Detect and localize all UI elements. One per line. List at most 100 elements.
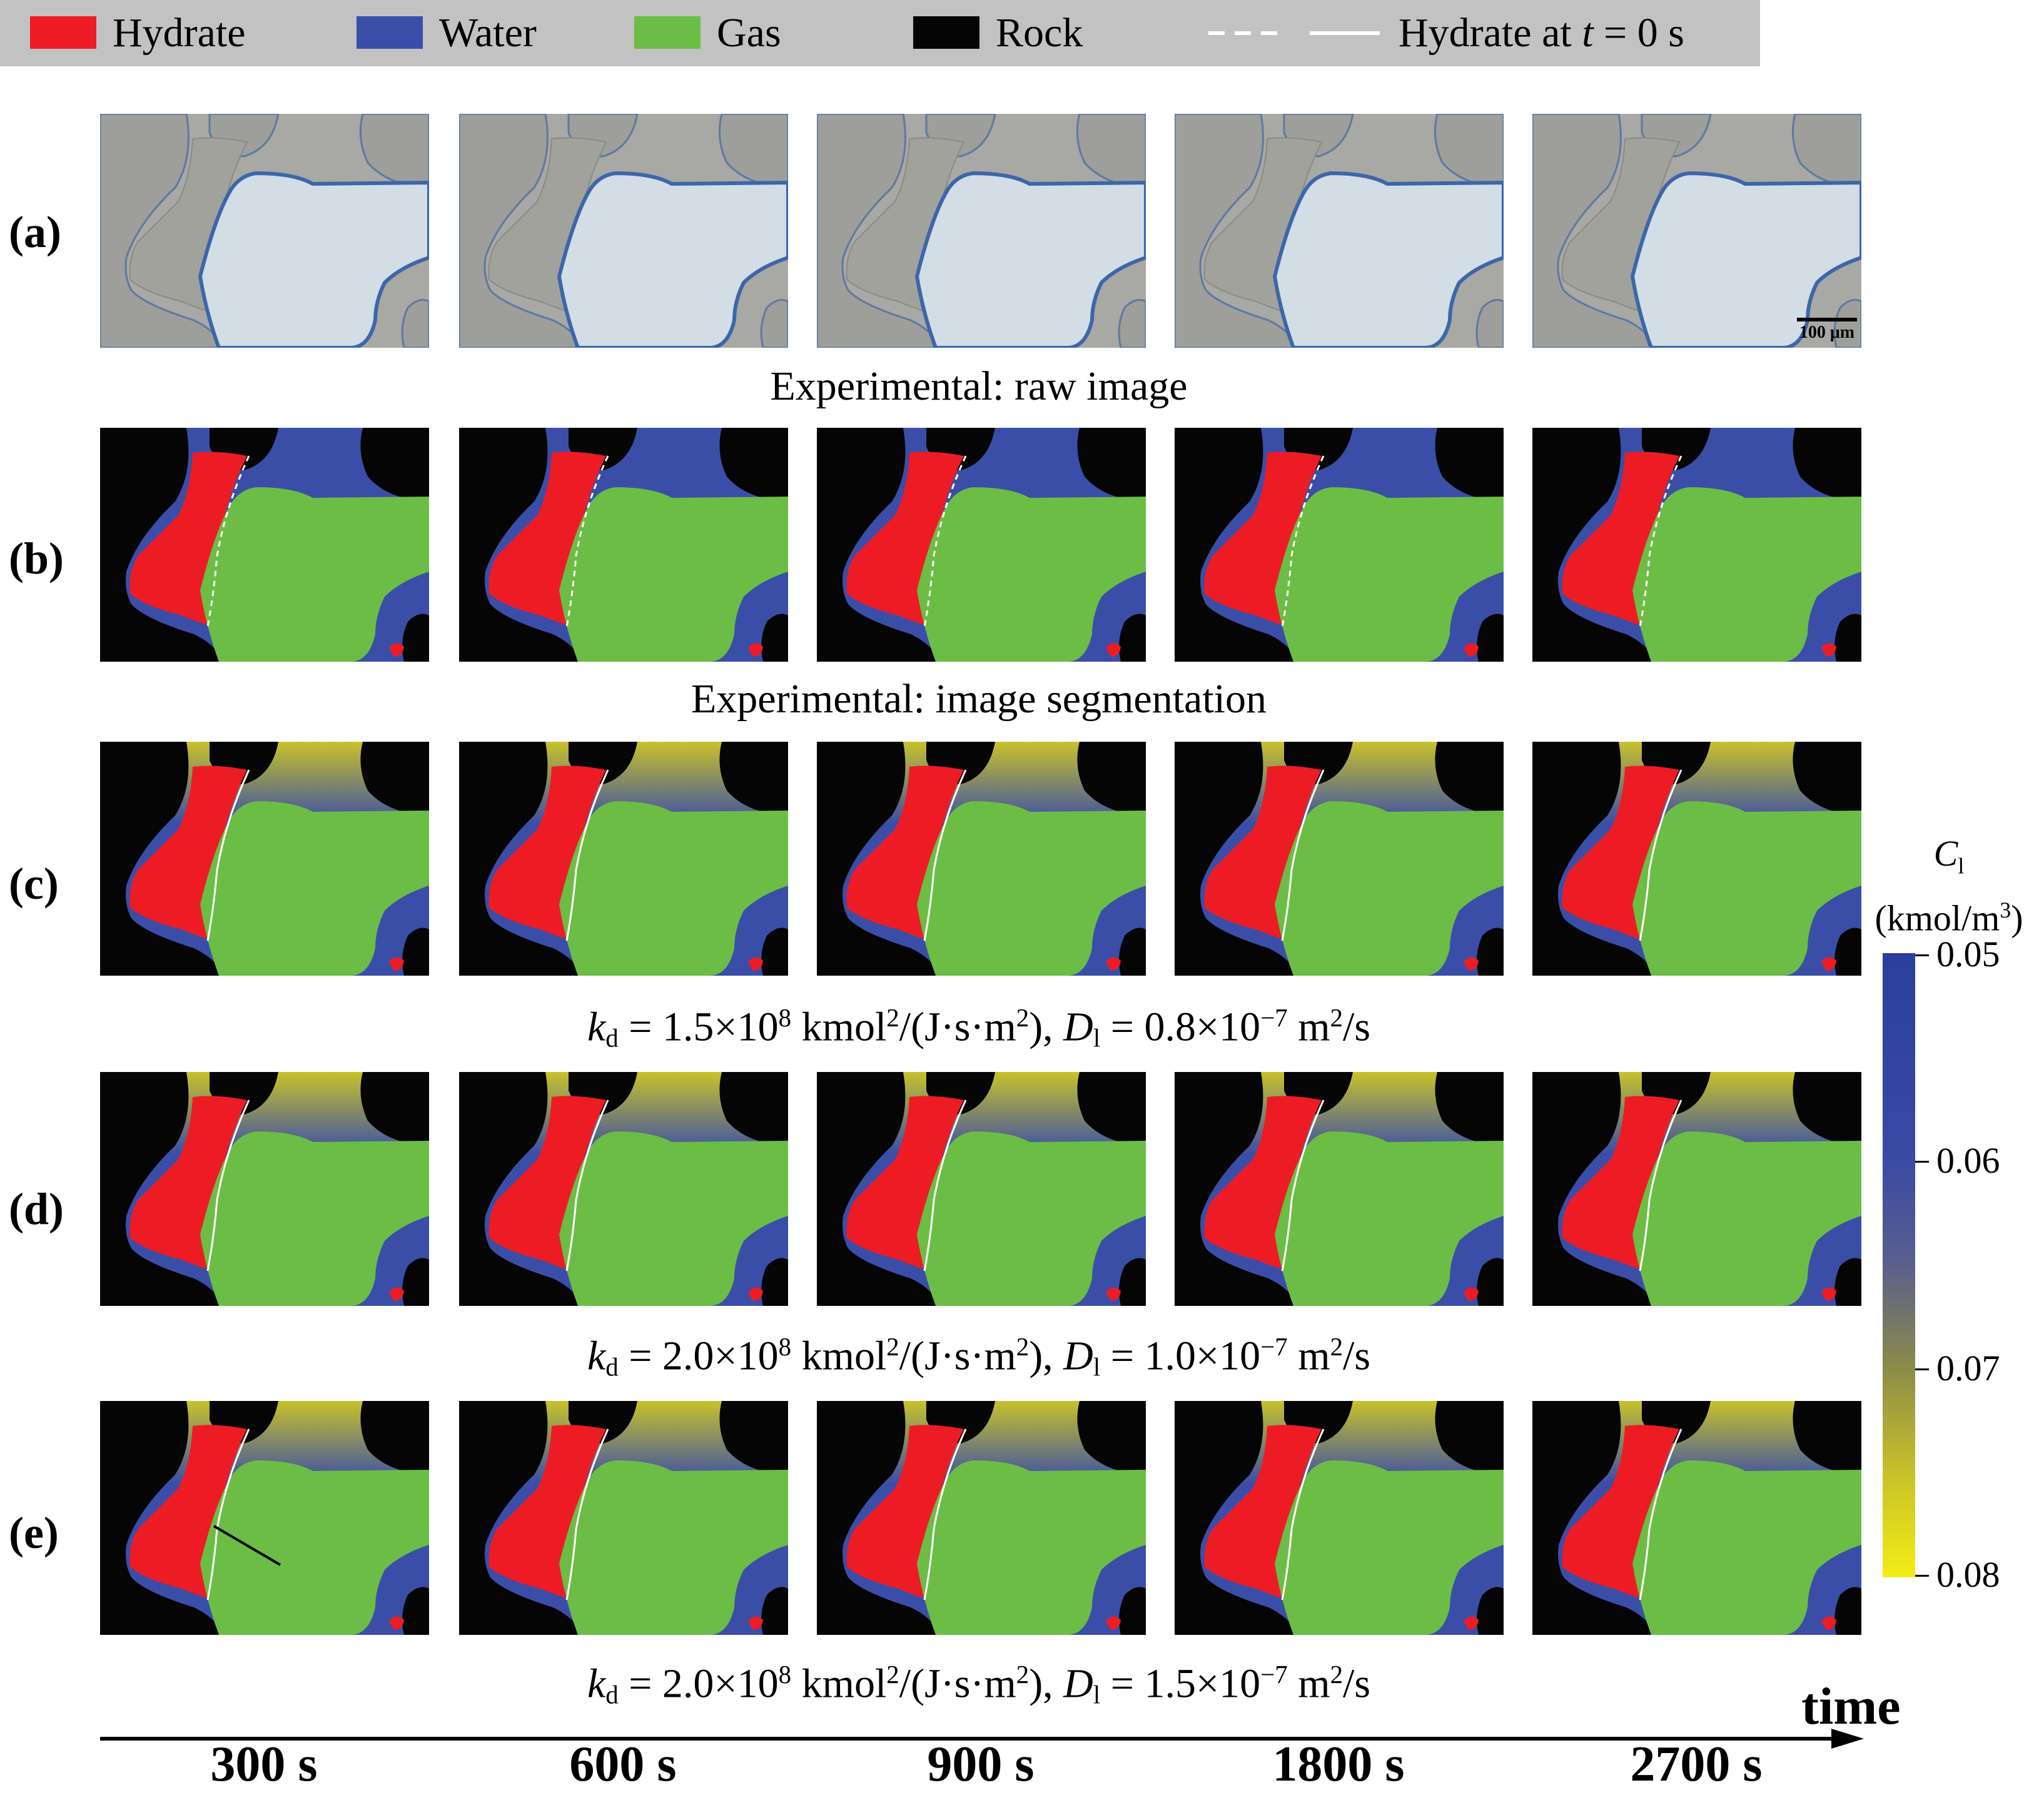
rock-grain (817, 1401, 942, 1635)
rock-grain (402, 928, 429, 976)
rock-grain (1793, 742, 1861, 816)
raw-hydrate (129, 137, 248, 312)
rock-grain (1435, 1401, 1504, 1475)
rock-grain (1532, 1072, 1657, 1306)
rock-grain (1532, 428, 1657, 662)
caption-segmentation: Experimental: image segmentation (691, 676, 1267, 722)
panel-sim-4 (1532, 1072, 1861, 1306)
legend-label-gas: Gas (717, 10, 781, 56)
hydrate-small (1821, 1287, 1836, 1301)
panel-sim-2 (817, 742, 1146, 976)
legend-dashed-line (1208, 31, 1278, 35)
initial-hydrate-interface (923, 769, 967, 941)
panel-seg-1 (459, 428, 788, 662)
rock-grain (459, 1401, 584, 1635)
caption-params-e: kd = 2.0×108 kmol2/(J·s·m2), Dl = 1.5×10… (587, 1661, 1371, 1709)
caption-params-d: kd = 2.0×108 kmol2/(J·s·m2), Dl = 1.0×10… (587, 1333, 1371, 1382)
initial-hydrate-interface (206, 769, 250, 941)
raw-grain (1532, 114, 1659, 348)
rock-grain (1119, 614, 1146, 662)
initial-hydrate-interface (1639, 769, 1682, 941)
rock-grain (719, 428, 788, 502)
rock-grain (719, 1072, 788, 1146)
rock-grain (1477, 1587, 1504, 1635)
gas-region (559, 1131, 788, 1306)
panel-sim-0 (100, 1072, 429, 1306)
legend-swatch-water (357, 16, 423, 49)
rock-grain (761, 928, 788, 976)
hydrate-small (1106, 1287, 1121, 1301)
panel-sim-4 (1532, 742, 1861, 976)
hydrate-small (389, 643, 404, 657)
rock-grain (1435, 1072, 1504, 1146)
panel-sim-3 (1175, 1072, 1504, 1306)
gas-region (559, 1460, 788, 1635)
gas-region (1275, 801, 1504, 976)
rock-grain (360, 742, 429, 816)
gas-region (1632, 487, 1861, 662)
panel-sim-1 (459, 742, 788, 976)
raw-grain (817, 114, 943, 348)
row-label-a: (a) (9, 207, 61, 257)
gas-region (200, 1131, 429, 1306)
legend-swatch-hydrate (30, 16, 96, 49)
hydrate-small (748, 643, 763, 657)
rock-grain (459, 1072, 584, 1306)
colorbar-tick-label: 0.08 (1936, 1554, 2000, 1595)
panel-seg-2 (817, 428, 1146, 662)
rock-grain (761, 1258, 788, 1306)
rock-grain (100, 428, 225, 662)
colorbar-tick (1915, 1575, 1929, 1577)
raw-gas-bubble (557, 171, 788, 348)
hydrate-region (1562, 766, 1679, 939)
initial-hydrate-interface (565, 455, 609, 627)
rock-grain (360, 1401, 429, 1475)
rock-grain (1119, 1587, 1146, 1635)
panel-raw-0 (100, 114, 429, 348)
legend-swatch-rock (913, 16, 979, 49)
gas-region (917, 1460, 1146, 1635)
hydrate-small (748, 957, 763, 971)
raw-gas-bubble (1630, 171, 1861, 348)
hydrate-region (846, 452, 964, 625)
hydrate-small (1821, 1616, 1836, 1630)
raw-grain (401, 299, 429, 348)
hydrate-small (1106, 1616, 1121, 1630)
profile-line (213, 1525, 281, 1566)
rock-grain (817, 1072, 942, 1306)
panel-sim-0 (100, 742, 429, 976)
initial-hydrate-interface (1639, 1428, 1682, 1600)
panel-raw-1 (459, 114, 788, 348)
gas-region (200, 801, 429, 976)
panel-sim-3 (1175, 1401, 1504, 1635)
panel-sim-4 (1532, 1401, 1861, 1635)
raw-grain (1118, 299, 1146, 348)
panel-sim-3 (1175, 742, 1504, 976)
legend-swatch-gas (634, 16, 701, 49)
legend-label-rock: Rock (996, 10, 1083, 56)
initial-hydrate-interface (1281, 1428, 1325, 1600)
hydrate-small (1464, 1287, 1479, 1301)
rock-grain (719, 742, 788, 816)
rock-grain (459, 428, 584, 662)
hydrate-region (1562, 1096, 1679, 1269)
time-label: 600 s (569, 1737, 677, 1792)
rock-grain (1175, 428, 1300, 662)
gas-region (1275, 1131, 1504, 1306)
raw-grain (1833, 299, 1861, 348)
rock-grain (402, 614, 429, 662)
raw-grain (1475, 299, 1504, 348)
panel-raw-2 (817, 114, 1146, 348)
legend-solid-line (1310, 31, 1380, 35)
hydrate-region (129, 1425, 247, 1598)
hydrate-small (389, 957, 404, 971)
hydrate-region (1204, 1096, 1322, 1269)
hydrate-region (1204, 452, 1322, 625)
row-label-e: (e) (9, 1508, 59, 1558)
hydrate-small (389, 1616, 404, 1630)
gas-region (1632, 801, 1861, 976)
rock-grain (1793, 1072, 1861, 1146)
rock-grain (360, 1072, 429, 1146)
caption-params-c: kd = 1.5×108 kmol2/(J·s·m2), Dl = 0.8×10… (587, 1004, 1371, 1053)
hydrate-region (1562, 452, 1679, 625)
